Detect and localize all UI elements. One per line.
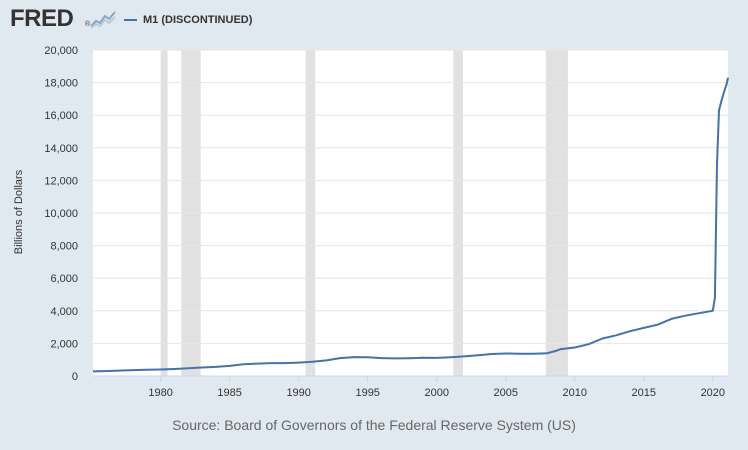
y-tick-label: 8,000 <box>50 241 78 253</box>
y-tick-label: 16,000 <box>44 110 78 122</box>
source-note: Source: Board of Governors of the Federa… <box>172 417 576 433</box>
chart-header: FRED ® M1 (DISCONTINUED) <box>0 0 748 40</box>
y-tick-label: 6,000 <box>50 273 78 285</box>
legend-label: M1 (DISCONTINUED) <box>143 14 253 26</box>
chart-legend[interactable]: M1 (DISCONTINUED) <box>124 12 252 28</box>
y-tick-label: 2,000 <box>50 338 78 350</box>
y-tick-label: 10,000 <box>44 208 78 220</box>
y-tick-label: 12,000 <box>44 175 78 187</box>
fred-logo[interactable]: FRED <box>10 5 74 32</box>
line-graph-icon <box>90 9 116 34</box>
x-tick-label: 2015 <box>632 387 656 399</box>
y-tick-label: 14,000 <box>44 143 78 155</box>
x-tick-label: 2010 <box>563 387 587 399</box>
y-tick-label: 20,000 <box>44 45 78 57</box>
registered-mark: ® <box>85 21 91 28</box>
x-tick-label: 2005 <box>494 387 518 399</box>
x-tick-label: 2000 <box>424 387 448 399</box>
legend-swatch <box>124 19 137 21</box>
series-line-m1 <box>92 77 729 373</box>
x-tick-label: 2020 <box>701 387 725 399</box>
x-tick-label: 1985 <box>217 387 241 399</box>
y-tick-label: 18,000 <box>44 78 78 90</box>
x-tick-label: 1995 <box>355 387 379 399</box>
y-tick-label: 0 <box>72 371 78 383</box>
y-tick-label: 4,000 <box>50 306 78 318</box>
x-tick-label: 1990 <box>286 387 310 399</box>
x-tick-label: 1980 <box>148 387 172 399</box>
